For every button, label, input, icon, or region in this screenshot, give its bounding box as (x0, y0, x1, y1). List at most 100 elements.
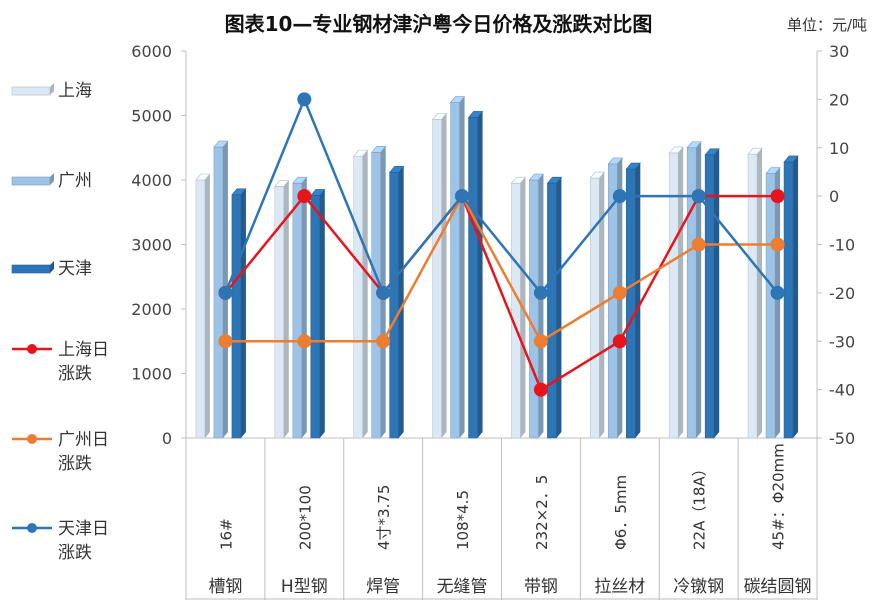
chart-title: 图表10—专业钢材津沪粤今日价格及涨跌对比图 (224, 12, 653, 36)
bar-天津 (468, 117, 478, 439)
bar-top-广州 (765, 167, 781, 174)
bar-top-广州 (213, 140, 229, 148)
bar-广州 (765, 173, 776, 439)
bar-side-广州 (301, 177, 307, 438)
bar-side-上海 (204, 174, 210, 438)
legend-swatch-side (50, 83, 54, 95)
bar-side-上海 (441, 113, 447, 439)
bar-top-上海 (668, 146, 684, 154)
bar-top-上海 (431, 113, 448, 120)
category-spec-label: 200*100 (296, 485, 314, 550)
legend-swatch-天津 (11, 264, 51, 274)
category-name-label: 冷镦钢 (673, 577, 724, 597)
bar-side-广州 (538, 174, 544, 438)
bar-top-广州 (686, 141, 702, 149)
point-天津日涨跌 (533, 285, 548, 300)
category-spec-label: 45#：Φ20mm (770, 443, 788, 550)
category-spec-label: 4寸*3.75 (375, 485, 393, 550)
point-天津日涨跌 (297, 92, 312, 107)
point-天津日涨跌 (612, 189, 627, 204)
legend-label-广州日涨跌: 广州日 (58, 430, 109, 450)
bar-上海 (511, 182, 521, 439)
right-tick-label: -50 (829, 429, 855, 448)
bar-side-广州 (459, 96, 465, 438)
right-tick-label: -30 (829, 332, 855, 351)
bar-上海 (432, 119, 442, 439)
point-广州日涨跌 (533, 334, 548, 349)
point-广州日涨跌 (297, 334, 312, 349)
bar-天津 (231, 194, 242, 439)
unit-label: 单位：元/吨 (786, 16, 867, 34)
legend-label-上海: 上海 (58, 81, 92, 101)
bar-天津 (389, 171, 399, 439)
left-tick-label: 5000 (131, 107, 172, 126)
legend-marker-天津日涨跌 (27, 523, 37, 533)
left-tick-label: 1000 (131, 365, 172, 384)
legend-label-广州: 广州 (58, 171, 92, 191)
point-上海日涨跌 (770, 189, 785, 204)
category-name-label: 焊管 (366, 577, 400, 597)
category-name-label: 碳结圆钢 (744, 577, 812, 597)
point-天津日涨跌 (376, 285, 391, 300)
bar-top-广州 (607, 157, 623, 165)
point-上海日涨跌 (612, 334, 627, 349)
right-tick-label: 0 (829, 187, 839, 206)
bar-top-广州 (292, 176, 308, 184)
right-tick-label: -10 (829, 236, 855, 255)
bar-天津 (626, 168, 636, 439)
point-广州日涨跌 (376, 334, 391, 349)
bar-top-天津 (310, 189, 326, 196)
category-spec-label: 232×2．5 (533, 475, 551, 550)
legend-swatch-广州 (11, 176, 51, 186)
bar-side-天津 (714, 148, 720, 438)
bar-上海 (353, 155, 363, 439)
bar-side-上海 (678, 146, 684, 438)
category-name-label: 无缝管 (437, 577, 488, 597)
bar-top-上海 (510, 176, 527, 184)
bar-side-天津 (793, 155, 799, 438)
bar-top-天津 (389, 165, 405, 173)
bar-side-天津 (477, 111, 483, 438)
legend-label-天津日涨跌-cont: 涨跌 (58, 543, 92, 563)
right-tick-label: -20 (829, 284, 855, 303)
bar-top-上海 (747, 147, 763, 155)
point-天津日涨跌 (218, 285, 233, 300)
legend-label-上海日涨跌: 上海日 (58, 340, 109, 360)
point-上海日涨跌 (297, 189, 312, 204)
bar-side-广州 (775, 167, 781, 439)
point-广州日涨跌 (770, 237, 785, 252)
bar-广州 (450, 102, 460, 439)
bar-side-天津 (319, 189, 325, 438)
bar-top-广州 (449, 96, 466, 103)
bar-side-天津 (398, 166, 404, 438)
category-spec-label: 22A（18A） (691, 461, 709, 550)
bar-top-上海 (274, 180, 290, 187)
bar-广州 (529, 179, 539, 439)
left-tick-label: 0 (162, 429, 172, 448)
left-tick-label: 2000 (131, 300, 172, 319)
right-tick-label: -40 (829, 381, 855, 400)
line-上海日涨跌 (224, 193, 778, 392)
bar-side-天津 (556, 177, 562, 438)
bar-top-天津 (231, 188, 247, 196)
bar-上海 (195, 179, 206, 439)
legend-swatch-上海 (11, 86, 51, 96)
point-天津日涨跌 (691, 189, 706, 204)
right-tick-label: 10 (829, 139, 849, 158)
bar-top-广州 (371, 145, 387, 153)
right-tick-label: 20 (829, 90, 849, 109)
bar-天津 (547, 182, 557, 439)
category-name-label: 槽钢 (208, 577, 242, 597)
line-天津日涨跌 (224, 96, 779, 296)
bar-天津 (310, 195, 321, 439)
bar-天津 (783, 161, 794, 439)
legend-label-上海日涨跌-cont: 涨跌 (58, 364, 92, 384)
legend-label-天津: 天津 (58, 259, 92, 279)
category-name-label: 拉丝材 (594, 577, 645, 597)
bar-top-天津 (467, 111, 484, 118)
bar-top-天津 (783, 155, 799, 163)
point-天津日涨跌 (770, 285, 785, 300)
bar-top-天津 (546, 176, 563, 184)
